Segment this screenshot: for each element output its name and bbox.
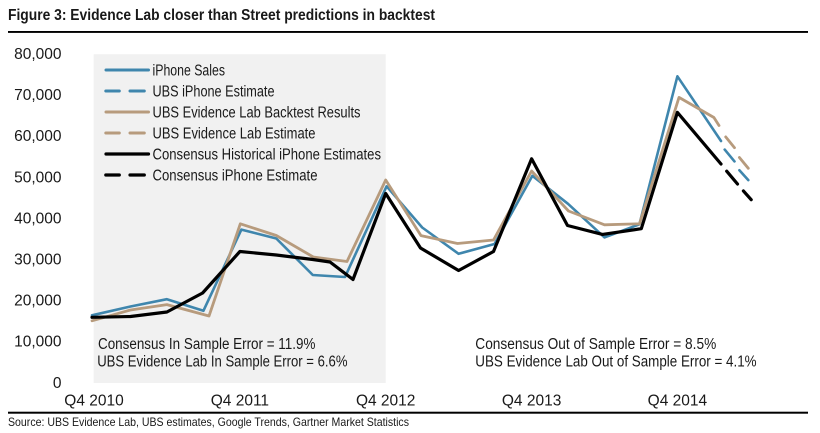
svg-text:Q4 2014: Q4 2014	[648, 393, 708, 410]
svg-text:10,000: 10,000	[14, 334, 62, 351]
svg-text:70,000: 70,000	[14, 87, 62, 104]
svg-text:30,000: 30,000	[14, 252, 62, 269]
svg-text:Consensus iPhone Estimate: Consensus iPhone Estimate	[153, 168, 318, 185]
svg-text:0: 0	[53, 375, 62, 392]
svg-text:20,000: 20,000	[14, 293, 62, 310]
svg-text:60,000: 60,000	[14, 128, 62, 145]
svg-text:40,000: 40,000	[14, 210, 62, 227]
svg-text:Figure 3: Evidence Lab closer: Figure 3: Evidence Lab closer than Stree…	[8, 7, 436, 24]
svg-text:Consensus Historical iPhone Es: Consensus Historical iPhone Estimates	[153, 147, 382, 164]
svg-text:UBS Evidence Lab Out of Sample: UBS Evidence Lab Out of Sample Error = 4…	[475, 354, 756, 371]
svg-text:Source: UBS Evidence Lab, UBS: Source: UBS Evidence Lab, UBS estimates,…	[8, 415, 409, 429]
svg-text:iPhone Sales: iPhone Sales	[153, 63, 226, 80]
svg-text:UBS Evidence Lab Estimate: UBS Evidence Lab Estimate	[153, 126, 316, 143]
svg-text:50,000: 50,000	[14, 169, 62, 186]
svg-text:Q4 2012: Q4 2012	[356, 393, 415, 410]
svg-text:UBS Evidence Lab Backtest Resu: UBS Evidence Lab Backtest Results	[153, 105, 361, 122]
svg-text:Consensus In Sample Error = 11: Consensus In Sample Error = 11.9%	[98, 336, 316, 353]
svg-text:Q4 2013: Q4 2013	[502, 393, 561, 410]
svg-text:Q4 2010: Q4 2010	[64, 393, 124, 410]
svg-text:80,000: 80,000	[14, 46, 62, 63]
svg-text:Consensus Out of Sample Error: Consensus Out of Sample Error = 8.5%	[475, 336, 716, 353]
svg-text:UBS Evidence Lab In Sample Err: UBS Evidence Lab In Sample Error = 6.6%	[97, 354, 347, 371]
svg-text:Q4 2011: Q4 2011	[211, 393, 269, 410]
svg-text:UBS iPhone Estimate: UBS iPhone Estimate	[153, 84, 275, 101]
